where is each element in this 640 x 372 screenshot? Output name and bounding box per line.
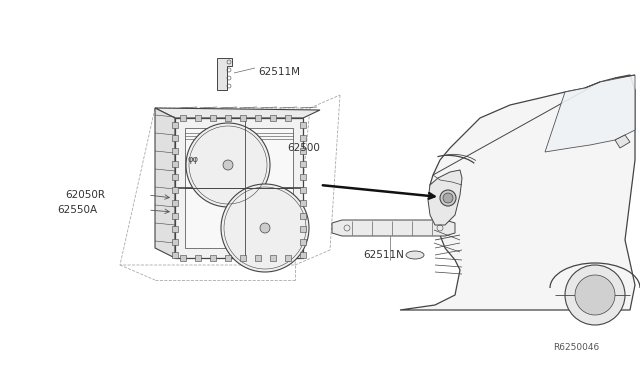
Circle shape	[260, 223, 270, 233]
Polygon shape	[180, 255, 186, 261]
Polygon shape	[180, 115, 186, 121]
Polygon shape	[172, 213, 178, 219]
Polygon shape	[300, 161, 306, 167]
Polygon shape	[300, 148, 306, 154]
Polygon shape	[172, 187, 178, 193]
Polygon shape	[300, 135, 306, 141]
Polygon shape	[172, 239, 178, 245]
Polygon shape	[195, 255, 201, 261]
Text: 62511N: 62511N	[363, 250, 404, 260]
Polygon shape	[255, 255, 261, 261]
Polygon shape	[195, 115, 201, 121]
Polygon shape	[155, 108, 175, 258]
Polygon shape	[255, 115, 261, 121]
Circle shape	[440, 190, 456, 206]
Circle shape	[443, 193, 453, 203]
Polygon shape	[300, 174, 306, 180]
Polygon shape	[428, 170, 462, 225]
Polygon shape	[270, 115, 276, 121]
Polygon shape	[225, 255, 231, 261]
Polygon shape	[285, 115, 291, 121]
Polygon shape	[172, 148, 178, 154]
Polygon shape	[217, 58, 232, 90]
Polygon shape	[300, 239, 306, 245]
Polygon shape	[300, 187, 306, 193]
Polygon shape	[210, 255, 216, 261]
Polygon shape	[300, 122, 306, 128]
Polygon shape	[285, 255, 291, 261]
Polygon shape	[615, 135, 630, 148]
Polygon shape	[240, 255, 246, 261]
Text: 62511M: 62511M	[258, 67, 300, 77]
Polygon shape	[400, 75, 635, 310]
Circle shape	[565, 265, 625, 325]
Text: 62550A: 62550A	[57, 205, 97, 215]
Polygon shape	[175, 118, 303, 258]
Circle shape	[575, 275, 615, 315]
Polygon shape	[225, 115, 231, 121]
Polygon shape	[172, 252, 178, 258]
Polygon shape	[172, 226, 178, 232]
Polygon shape	[172, 122, 178, 128]
Polygon shape	[300, 252, 306, 258]
Polygon shape	[270, 255, 276, 261]
Polygon shape	[300, 226, 306, 232]
Text: 62050R: 62050R	[65, 190, 105, 200]
Ellipse shape	[406, 251, 424, 259]
Polygon shape	[545, 75, 635, 152]
Text: φφ: φφ	[187, 155, 198, 164]
Polygon shape	[172, 161, 178, 167]
Polygon shape	[155, 108, 320, 118]
Polygon shape	[300, 200, 306, 206]
Polygon shape	[185, 128, 293, 248]
Polygon shape	[210, 115, 216, 121]
Text: R6250046: R6250046	[553, 343, 599, 353]
Polygon shape	[240, 115, 246, 121]
Polygon shape	[332, 220, 455, 236]
Circle shape	[186, 123, 270, 207]
Polygon shape	[172, 135, 178, 141]
Circle shape	[221, 184, 309, 272]
Polygon shape	[172, 174, 178, 180]
Polygon shape	[172, 200, 178, 206]
Text: 62500: 62500	[287, 143, 320, 153]
Polygon shape	[300, 213, 306, 219]
Circle shape	[223, 160, 233, 170]
